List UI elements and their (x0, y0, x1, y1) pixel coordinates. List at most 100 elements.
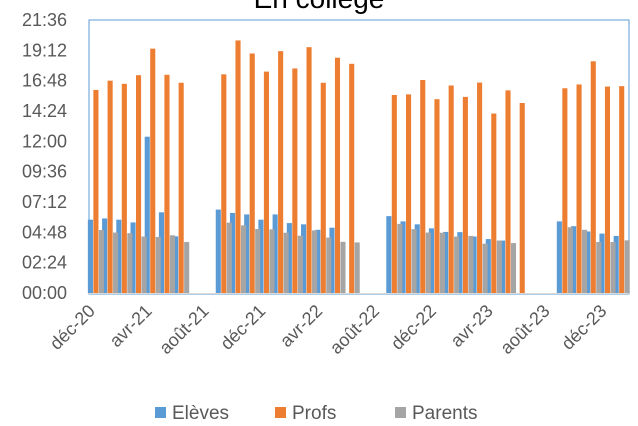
legend-swatch (395, 407, 406, 418)
bar-profs (334, 57, 341, 294)
y-tick-label: 00:00 (22, 283, 67, 303)
bar-profs (491, 113, 497, 293)
legend-label: Elèves (172, 403, 229, 424)
bar-elves (585, 231, 591, 293)
bar-profs (121, 83, 127, 293)
bar-profs (519, 103, 525, 293)
bar-elves (599, 233, 605, 293)
bar-profs (405, 94, 412, 293)
bar-elves (229, 212, 236, 293)
bar-profs (135, 75, 142, 293)
legend-swatch (275, 407, 286, 418)
y-tick-label: 07:12 (22, 192, 67, 212)
y-tick-label: 04:48 (22, 222, 67, 242)
bar-profs (292, 68, 298, 293)
bar-profs (562, 88, 568, 293)
bar-parents (283, 232, 289, 293)
legend-label: Profs (292, 403, 336, 424)
bar-elves (301, 224, 307, 293)
bar-parents (240, 225, 247, 293)
bar-parents (411, 229, 417, 293)
bar-elves (258, 219, 264, 293)
bar-parents (340, 241, 346, 293)
bar-parents (454, 236, 460, 293)
bar-profs (306, 47, 312, 293)
bar-elves (116, 219, 122, 293)
bar-parents (297, 235, 303, 293)
y-tick-label: 19:12 (22, 40, 67, 60)
y-tick-label: 09:36 (22, 162, 67, 182)
bar-parents (255, 228, 261, 293)
bar-elves (471, 236, 477, 293)
bar-parents (113, 232, 119, 293)
bar-parents (567, 227, 573, 293)
bar-parents (354, 242, 360, 293)
bar-profs (590, 61, 596, 293)
bar-parents (98, 230, 104, 293)
y-tick-label: 14:24 (22, 101, 67, 121)
bar-elves (173, 236, 179, 293)
bar-parents (596, 242, 602, 293)
legend: Elèves Profs Parents (155, 403, 477, 424)
bar-elves (457, 232, 463, 293)
bar-elves (428, 228, 435, 293)
legend-swatch (155, 407, 166, 418)
bar-elves (272, 214, 278, 293)
bar-parents (226, 222, 232, 293)
bar-profs (150, 48, 156, 294)
bar-elves (613, 235, 619, 293)
bar-profs (249, 53, 255, 293)
bar-parents (582, 229, 588, 293)
bar-profs (107, 80, 113, 293)
bar-elves (386, 216, 392, 293)
y-tick-label: 12:00 (22, 131, 67, 151)
bar-parents (169, 235, 176, 293)
bar-profs (434, 99, 440, 293)
bar-elves (144, 136, 150, 293)
bar-parents (425, 232, 431, 293)
chart-title: En collège (254, 0, 385, 14)
bar-parents (184, 242, 190, 293)
bar-elves (485, 239, 491, 293)
bar-profs (178, 82, 184, 294)
bar-profs (320, 82, 326, 294)
bar-elves (556, 221, 562, 293)
bar-profs (576, 84, 582, 294)
bar-elves (158, 212, 165, 293)
bar-elves (499, 240, 506, 293)
bar-elves (102, 218, 108, 293)
bar-profs (349, 63, 355, 294)
bar-parents (312, 230, 318, 293)
bar-parents (439, 232, 446, 293)
bar-elves (315, 229, 321, 293)
bar-elves (571, 226, 577, 293)
bar-parents (510, 243, 517, 293)
bar-elves (87, 219, 93, 293)
bar-profs (93, 89, 99, 293)
bar-profs (477, 82, 483, 293)
bar-parents (269, 229, 275, 293)
y-tick-label: 02:24 (22, 253, 67, 273)
bar-parents (326, 237, 332, 293)
bar-elves (443, 231, 449, 293)
bar-parents (127, 233, 133, 293)
bar-profs (420, 80, 426, 293)
bar-profs (164, 74, 170, 294)
bar-series (87, 40, 630, 294)
bar-elves (329, 227, 335, 293)
bar-profs (221, 74, 227, 293)
bar-elves (215, 209, 221, 293)
bar-parents (468, 235, 474, 293)
bar-elves (286, 223, 292, 293)
bar-profs (604, 86, 611, 293)
bar-profs (278, 51, 284, 294)
bar-profs (505, 90, 511, 293)
bar-elves (414, 224, 420, 293)
bar-parents (496, 240, 502, 293)
bar-profs (263, 71, 269, 293)
bar-elves (130, 222, 136, 293)
bar-profs (619, 86, 625, 293)
bar-parents (155, 236, 161, 293)
